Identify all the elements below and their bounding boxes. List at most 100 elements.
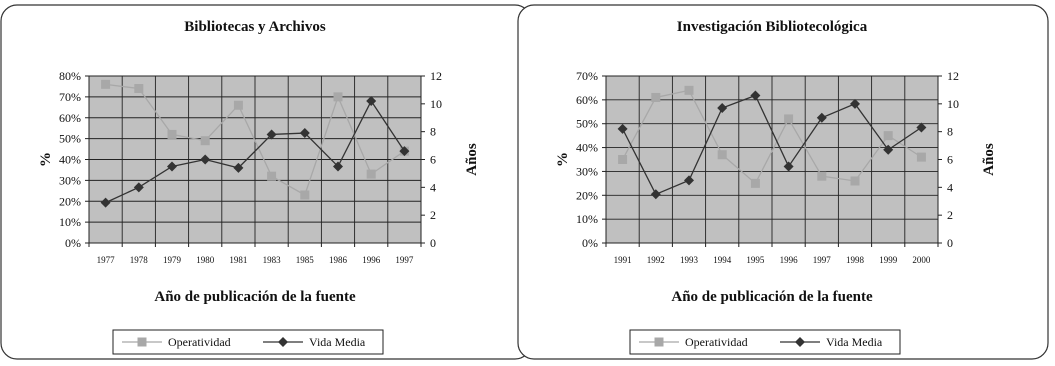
y2-tick-label: 10 bbox=[947, 97, 959, 111]
data-point-vida-media bbox=[299, 128, 310, 139]
y-tick-label: 40% bbox=[59, 153, 81, 167]
data-point-operatividad bbox=[200, 136, 210, 146]
y-tick-label: 60% bbox=[59, 111, 81, 125]
y-tick-label: 10% bbox=[59, 215, 81, 229]
data-point-vida-media bbox=[333, 161, 343, 172]
x-tick-label: 1996 bbox=[780, 255, 799, 265]
data-point-vida-media bbox=[783, 161, 794, 172]
data-point-vida-media bbox=[750, 90, 761, 101]
data-point-vida-media bbox=[816, 112, 827, 123]
y-tick-label: 30% bbox=[576, 164, 598, 178]
x-tick-label: 1996 bbox=[362, 255, 381, 265]
y2-tick-label: 12 bbox=[430, 69, 442, 83]
legend-label: Vida Media bbox=[309, 335, 366, 349]
data-point-operatividad bbox=[684, 85, 694, 95]
data-point-vida-media bbox=[233, 162, 244, 173]
x-tick-label: 1994 bbox=[713, 255, 732, 265]
data-point-operatividad bbox=[233, 100, 243, 110]
chart-bibliotecas: Bibliotecas y Archivos0%10%20%30%40%50%6… bbox=[0, 4, 532, 360]
x-tick-label: 1981 bbox=[229, 255, 247, 265]
data-point-operatividad bbox=[784, 114, 794, 124]
x-tick-label: 1997 bbox=[395, 255, 414, 265]
x-tick-label: 2000 bbox=[912, 255, 931, 265]
x-tick-label: 1986 bbox=[329, 255, 348, 265]
legend-label: Operatividad bbox=[168, 335, 231, 349]
data-point-operatividad bbox=[717, 150, 727, 160]
chart-investigacion: Investigación Bibliotecológica0%10%20%30… bbox=[517, 4, 1049, 360]
y2-tick-label: 4 bbox=[947, 180, 953, 194]
data-point-vida-media bbox=[200, 154, 211, 165]
y-tick-label: 50% bbox=[59, 132, 81, 146]
data-point-vida-media bbox=[916, 122, 927, 133]
legend-label: Operatividad bbox=[685, 335, 748, 349]
y2-tick-label: 8 bbox=[947, 125, 953, 139]
y-tick-label: 70% bbox=[59, 90, 81, 104]
y2-tick-label: 10 bbox=[430, 97, 442, 111]
y2-tick-label: 0 bbox=[430, 236, 436, 250]
series-line-diamond bbox=[622, 94, 922, 196]
y-tick-label: 40% bbox=[576, 141, 598, 155]
data-point-operatividad bbox=[167, 129, 177, 139]
data-point-operatividad bbox=[366, 169, 376, 179]
data-point-operatividad bbox=[817, 171, 827, 181]
data-point-vida-media bbox=[850, 98, 860, 109]
chart-title: Bibliotecas y Archivos bbox=[184, 19, 326, 35]
y2-tick-label: 4 bbox=[430, 180, 436, 194]
x-tick-label: 1993 bbox=[680, 255, 699, 265]
data-point-operatividad bbox=[333, 92, 343, 102]
x-tick-label: 1992 bbox=[647, 255, 665, 265]
y-tick-label: 0% bbox=[582, 236, 598, 250]
y2-tick-label: 0 bbox=[947, 236, 953, 250]
data-point-operatividad bbox=[651, 92, 661, 102]
data-point-operatividad bbox=[134, 84, 144, 94]
y-tick-label: 0% bbox=[65, 236, 81, 250]
y-tick-label: 10% bbox=[576, 212, 598, 226]
y-axis-label: % bbox=[555, 152, 571, 167]
y-tick-label: 70% bbox=[576, 69, 598, 83]
x-tick-label: 1997 bbox=[813, 255, 832, 265]
x-tick-label: 1985 bbox=[296, 255, 315, 265]
chart-title: Investigación Bibliotecológica bbox=[677, 19, 868, 35]
y-tick-label: 20% bbox=[59, 194, 81, 208]
data-point-vida-media bbox=[399, 146, 410, 157]
data-point-vida-media bbox=[167, 161, 177, 172]
data-point-vida-media bbox=[366, 96, 377, 107]
x-tick-label: 1979 bbox=[163, 255, 182, 265]
x-tick-label: 1995 bbox=[746, 255, 765, 265]
y2-axis-label: Años bbox=[464, 143, 480, 176]
legend-label: Vida Media bbox=[826, 335, 883, 349]
series-line-square bbox=[622, 89, 922, 185]
data-point-vida-media bbox=[650, 189, 661, 200]
legend-marker-diamond bbox=[795, 337, 805, 347]
data-point-vida-media bbox=[133, 182, 144, 193]
x-axis-label: Año de publicación de la fuente bbox=[671, 289, 873, 305]
y-axis-label: % bbox=[38, 152, 54, 167]
data-point-operatividad bbox=[267, 171, 277, 181]
x-tick-label: 1991 bbox=[614, 255, 632, 265]
y2-tick-label: 6 bbox=[947, 153, 953, 167]
chart-panel-bibliotecas: Bibliotecas y Archivos 0% 10% 20% 30% 40% 50% 6… bbox=[0, 4, 532, 360]
y2-tick-label: 2 bbox=[947, 208, 953, 222]
x-tick-label: 1980 bbox=[196, 255, 215, 265]
legend-marker-square bbox=[654, 337, 664, 347]
data-point-vida-media bbox=[717, 103, 728, 114]
data-point-operatividad bbox=[300, 190, 310, 200]
x-axis-label: Año de publicación de la fuente bbox=[154, 289, 356, 305]
data-point-operatividad bbox=[618, 155, 628, 164]
data-point-vida-media bbox=[266, 129, 277, 140]
y2-tick-label: 6 bbox=[430, 153, 436, 167]
data-point-vida-media bbox=[684, 175, 694, 186]
x-tick-label: 1983 bbox=[263, 255, 282, 265]
data-point-operatividad bbox=[916, 152, 926, 162]
x-tick-label: 1978 bbox=[130, 255, 149, 265]
y-tick-label: 80% bbox=[59, 69, 81, 83]
y2-tick-label: 2 bbox=[430, 208, 436, 222]
chart-panel-investigacion: Investigación Bibliotecológica 0% 10% 20% 30… bbox=[517, 4, 1049, 360]
legend-marker-diamond bbox=[278, 337, 288, 347]
x-tick-label: 1977 bbox=[97, 255, 116, 265]
y-tick-label: 20% bbox=[576, 188, 598, 202]
data-point-operatividad bbox=[750, 178, 760, 188]
series-line-square bbox=[105, 83, 405, 196]
data-point-vida-media bbox=[617, 123, 628, 134]
x-tick-label: 1999 bbox=[879, 255, 898, 265]
